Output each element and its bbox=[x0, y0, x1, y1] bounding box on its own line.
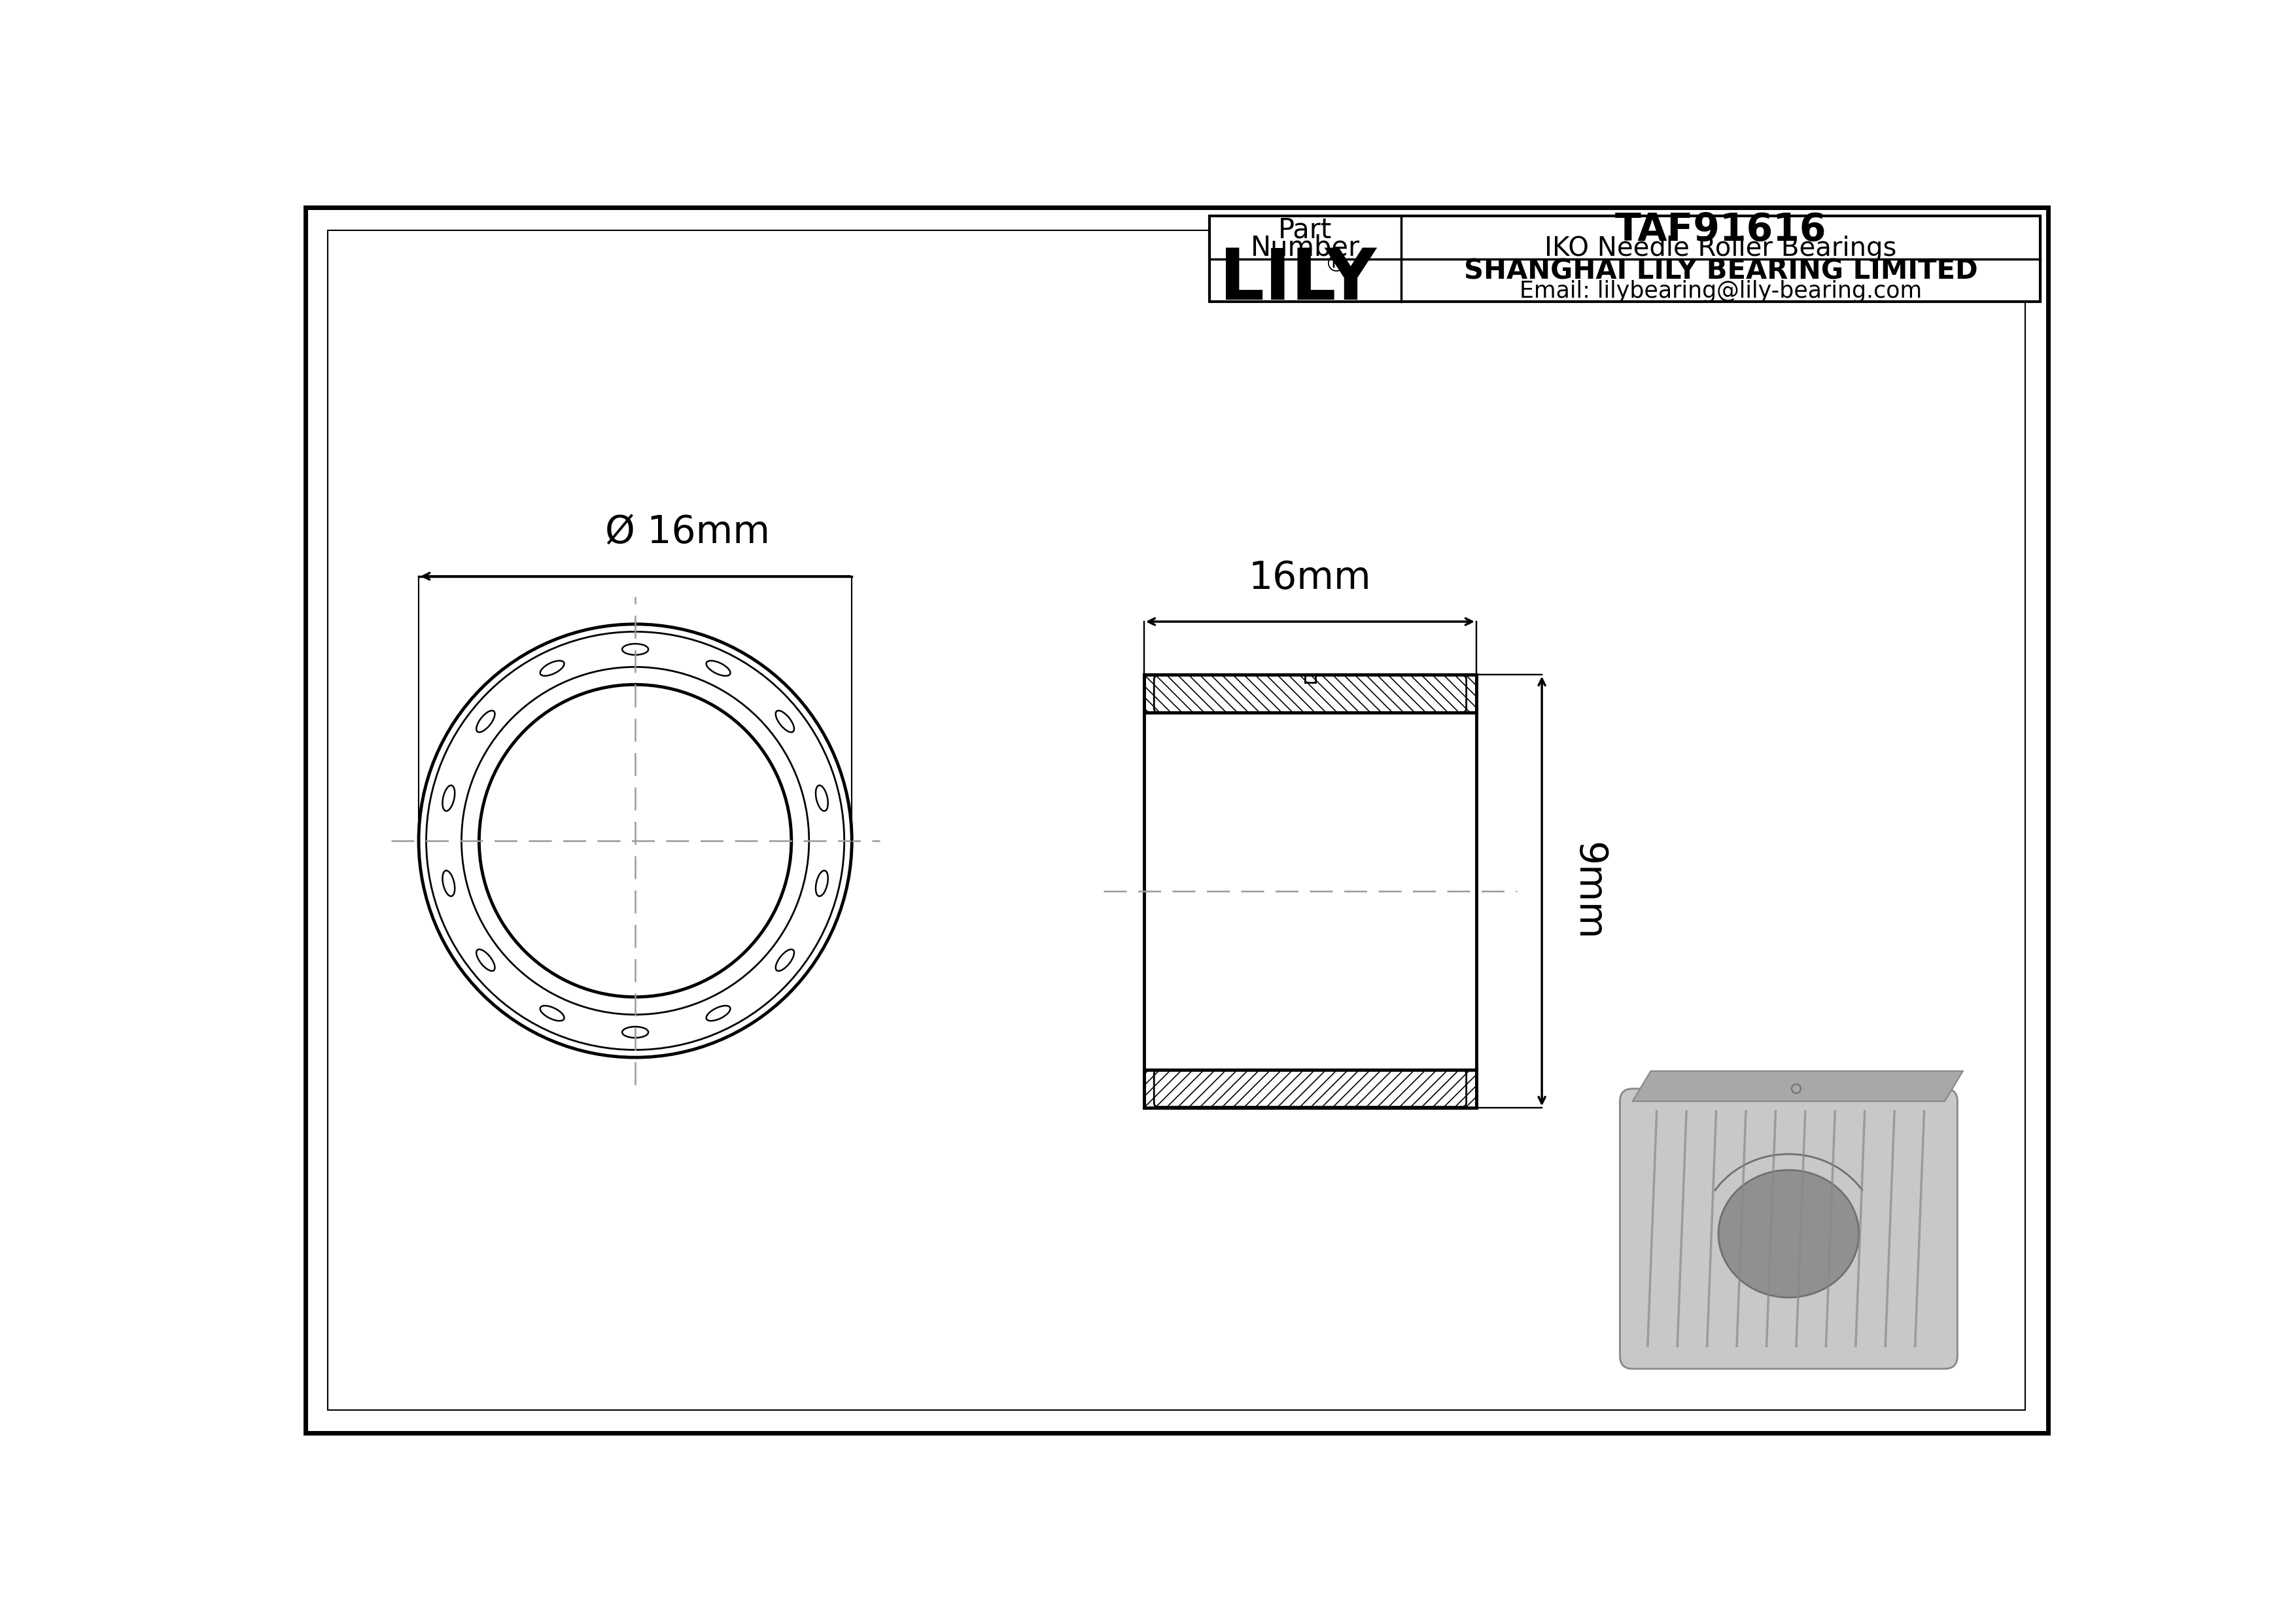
Text: Ø 16mm: Ø 16mm bbox=[604, 513, 769, 551]
Text: LILY: LILY bbox=[1219, 245, 1375, 315]
FancyBboxPatch shape bbox=[1155, 1070, 1467, 1108]
Text: 16mm: 16mm bbox=[1249, 559, 1371, 596]
Bar bbox=[1210, 216, 2041, 302]
Text: IKO Needle Roller Bearings: IKO Needle Roller Bearings bbox=[1545, 235, 1896, 261]
Text: 9mm: 9mm bbox=[1570, 841, 1607, 940]
Circle shape bbox=[1791, 1085, 1800, 1093]
Text: SHANGHAI LILY BEARING LIMITED: SHANGHAI LILY BEARING LIMITED bbox=[1465, 258, 1977, 284]
Text: Number: Number bbox=[1251, 234, 1359, 261]
Text: Part: Part bbox=[1279, 216, 1332, 244]
Text: Email: lilybearing@lily-bearing.com: Email: lilybearing@lily-bearing.com bbox=[1520, 281, 1922, 302]
Text: TAF91616: TAF91616 bbox=[1614, 211, 1828, 248]
Polygon shape bbox=[1632, 1070, 1963, 1101]
FancyBboxPatch shape bbox=[1155, 676, 1467, 713]
FancyBboxPatch shape bbox=[1621, 1088, 1958, 1369]
Text: ®: ® bbox=[1325, 253, 1348, 276]
Ellipse shape bbox=[1717, 1169, 1860, 1298]
